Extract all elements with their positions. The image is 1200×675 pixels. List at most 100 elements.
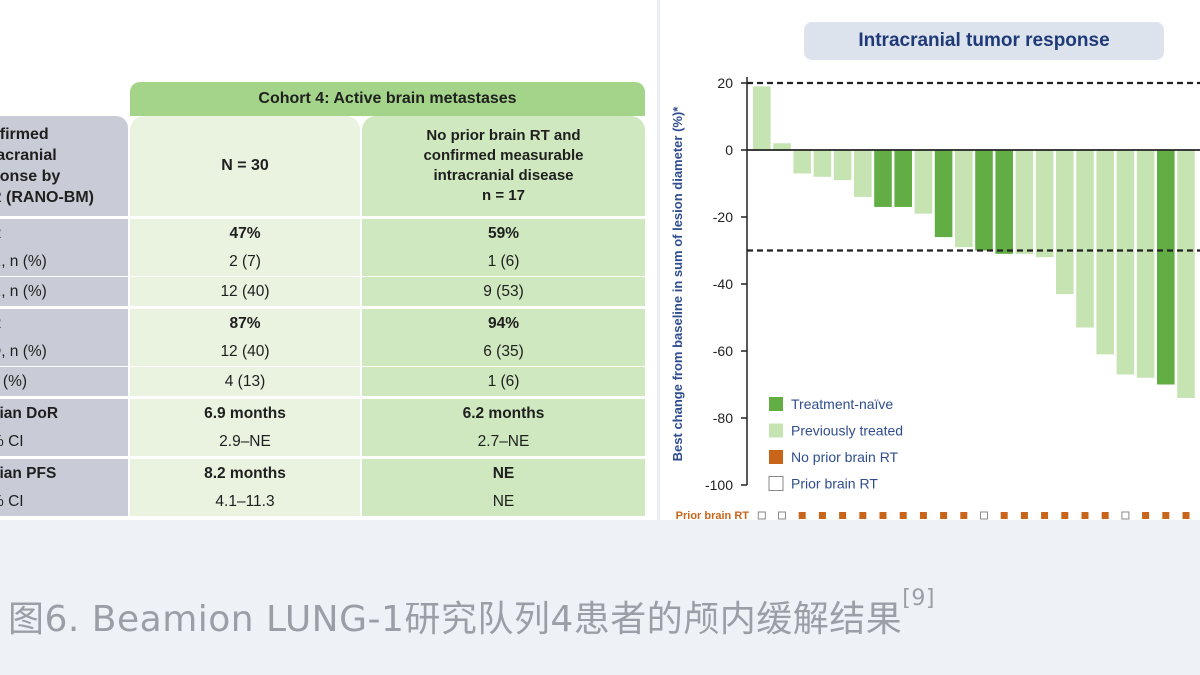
no-prior-rt-marker [1020, 512, 1028, 519]
row-label: R, n (%) [0, 277, 128, 306]
waterfall-bar [1015, 150, 1034, 254]
y-tick-label: 20 [717, 75, 733, 91]
waterfall-bar [1157, 150, 1175, 385]
waterfall-bar [975, 150, 993, 251]
row-value-subgroup: 6 (35) [362, 337, 645, 366]
caption-text: 图6. Beamion LUNG-1研究队列4患者的颅内缓解结果 [8, 599, 903, 640]
row-value-subgroup: 59% [362, 219, 645, 248]
row-value-all: 8.2 months [130, 459, 360, 488]
no-prior-rt-marker [1101, 512, 1109, 519]
label-column-header: nfirmed racranial ponse by R (RANO-BM) [0, 116, 128, 216]
row-value-all: 47% [130, 219, 360, 248]
row-value-all: 4 (13) [130, 367, 360, 396]
row-value-subgroup: 94% [362, 309, 645, 338]
row-value-all: 6.9 months [130, 399, 360, 428]
waterfall-bar [914, 150, 933, 214]
waterfall-bar [1096, 150, 1114, 355]
table-row: R87%94% [0, 307, 645, 338]
waterfall-bar [813, 150, 832, 177]
waterfall-bar [833, 150, 852, 181]
no-prior-rt-marker [818, 512, 826, 519]
no-prior-rt-marker [899, 512, 907, 519]
results-table: Cohort 4: Active brain metastases nfirme… [0, 0, 660, 520]
table-row: % CI4.1–11.3NE [0, 487, 645, 516]
table-row: D, n (%)12 (40)6 (35) [0, 337, 645, 366]
row-value-subgroup: 2.7–NE [362, 427, 645, 456]
no-prior-rt-marker [1081, 512, 1089, 519]
waterfall-bar [1035, 150, 1054, 258]
legend-label: Prior brain RT [791, 476, 878, 492]
no-prior-rt-marker [960, 512, 968, 519]
waterfall-bar [753, 86, 771, 150]
legend-swatch [769, 450, 783, 464]
y-tick-label: -20 [713, 209, 733, 225]
no-prior-rt-marker [1041, 512, 1049, 519]
legend-label: Treatment-naïve [791, 396, 893, 412]
legend-label: Previously treated [791, 423, 903, 439]
row-value-all: 4.1–11.3 [130, 487, 360, 516]
waterfall-bar [995, 150, 1013, 254]
cohort-header: Cohort 4: Active brain metastases [130, 82, 645, 116]
waterfall-bar [773, 143, 791, 150]
y-tick-label: -100 [705, 477, 733, 493]
waterfall-bar [854, 150, 872, 197]
no-prior-rt-marker [1142, 512, 1150, 519]
waterfall-bar [793, 150, 811, 174]
prior-rt-marker [1121, 511, 1130, 520]
y-tick-label: 0 [725, 142, 733, 158]
caption-background [0, 520, 1200, 675]
row-value-all: 87% [130, 309, 360, 338]
row-value-subgroup: 6.2 months [362, 399, 645, 428]
panel-divider [657, 0, 660, 520]
no-prior-rt-marker [1182, 512, 1190, 519]
table-row: R47%59% [0, 217, 645, 248]
row-value-subgroup: NE [362, 487, 645, 516]
row-label: D, n (%) [0, 337, 128, 366]
waterfall-bar [894, 150, 912, 207]
row-label: n (%) [0, 367, 128, 396]
waterfall-bar [1177, 150, 1195, 398]
table-row: n (%)4 (13)1 (6) [0, 367, 645, 396]
chart-title: Intracranial tumor response [804, 22, 1164, 60]
no-prior-rt-marker [798, 512, 806, 519]
waterfall-bar [934, 150, 953, 238]
prior-rt-marker [757, 511, 766, 520]
row-value-subgroup: 1 (6) [362, 247, 645, 276]
table-row: R, n (%)2 (7)1 (6) [0, 247, 645, 276]
no-prior-rt-marker [1162, 512, 1170, 519]
y-tick-label: -60 [713, 343, 733, 359]
table-row: R, n (%)12 (40)9 (53) [0, 277, 645, 306]
waterfall-bar [955, 150, 973, 248]
row-value-all: 12 (40) [130, 337, 360, 366]
table-row: % CI2.9–NE2.7–NE [0, 427, 645, 456]
row-value-subgroup: 1 (6) [362, 367, 645, 396]
caption-reference: [9] [902, 586, 935, 611]
waterfall-bar [1136, 150, 1155, 378]
waterfall-bar [1076, 150, 1094, 328]
y-tick-label: -40 [713, 276, 733, 292]
prior-rt-marker [980, 511, 988, 520]
no-prior-rt-marker [859, 512, 867, 519]
figure-caption: 图6. Beamion LUNG-1研究队列4患者的颅内缓解结果[9] [8, 586, 935, 642]
legend-swatch [769, 423, 783, 438]
no-prior-rt-marker [940, 512, 948, 519]
waterfall-bar [1116, 150, 1135, 375]
legend-swatch [769, 397, 783, 411]
row-value-all: 2 (7) [130, 247, 360, 276]
row-value-all: 12 (40) [130, 277, 360, 306]
all-patients-header: N = 30 [130, 116, 360, 216]
no-prior-rt-marker [879, 512, 887, 519]
row-label: dian DoR [0, 399, 128, 428]
no-prior-rt-marker [839, 512, 847, 519]
subgroup-header: No prior brain RT and confirmed measurab… [362, 116, 645, 216]
no-prior-rt-marker [1000, 512, 1008, 519]
row-label: % CI [0, 487, 128, 516]
no-prior-rt-marker [1061, 512, 1069, 519]
legend-swatch [768, 476, 784, 491]
prior-rt-marker [778, 511, 786, 520]
legend-label: No prior brain RT [791, 449, 899, 465]
no-prior-rt-marker [919, 512, 927, 519]
waterfall-bar [1056, 150, 1074, 295]
